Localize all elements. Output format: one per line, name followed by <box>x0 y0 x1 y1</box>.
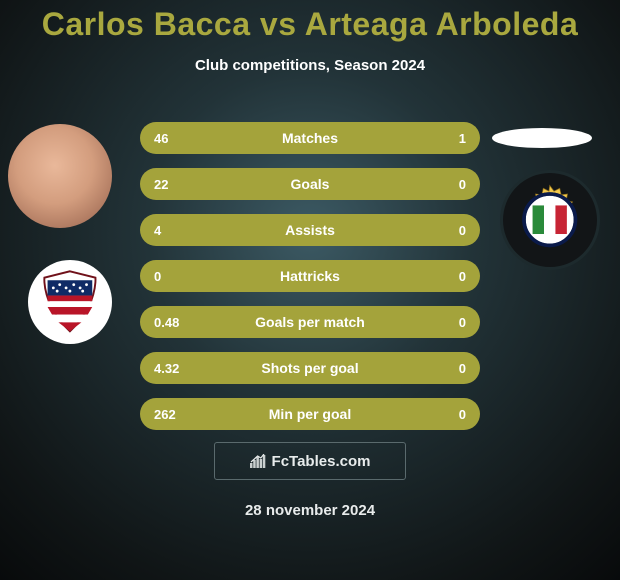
stat-right-value: 0 <box>459 223 466 238</box>
stat-row: 262 Min per goal 0 <box>140 398 480 430</box>
stat-row: 4.32 Shots per goal 0 <box>140 352 480 384</box>
branding-text: FcTables.com <box>272 453 371 470</box>
stat-label: Assists <box>140 222 480 238</box>
player-left-photo <box>8 124 112 228</box>
stat-left-value: 262 <box>154 407 176 422</box>
stat-right-value: 0 <box>459 177 466 192</box>
page-title: Carlos Bacca vs Arteaga Arboleda <box>0 0 620 43</box>
stat-right-value: 0 <box>459 361 466 376</box>
stats-table: 46 Matches 1 22 Goals 0 4 Assists 0 0 Ha… <box>140 122 480 430</box>
page-subtitle: Club competitions, Season 2024 <box>0 57 620 74</box>
stat-label: Hattricks <box>140 268 480 284</box>
player-left-club-crest <box>28 260 112 344</box>
stat-right-value: 1 <box>459 131 466 146</box>
branding-box[interactable]: FcTables.com <box>214 442 406 480</box>
stat-left-value: 0.48 <box>154 315 179 330</box>
stat-label: Shots per goal <box>140 360 480 376</box>
stat-label: Goals <box>140 176 480 192</box>
stat-right-value: 0 <box>459 407 466 422</box>
stat-left-value: 4.32 <box>154 361 179 376</box>
stat-right-value: 0 <box>459 269 466 284</box>
junior-crest-icon <box>38 270 102 334</box>
stat-row: 46 Matches 1 <box>140 122 480 154</box>
stat-row: 0.48 Goals per match 0 <box>140 306 480 338</box>
stat-left-value: 0 <box>154 269 161 284</box>
stat-row: 4 Assists 0 <box>140 214 480 246</box>
player-right-club-crest <box>500 170 600 270</box>
stat-label: Min per goal <box>140 406 480 422</box>
stat-label: Matches <box>140 130 480 146</box>
stat-left-value: 4 <box>154 223 161 238</box>
stat-left-value: 22 <box>154 177 168 192</box>
chart-icon <box>250 454 266 468</box>
stat-row: 0 Hattricks 0 <box>140 260 480 292</box>
stat-row: 22 Goals 0 <box>140 168 480 200</box>
stat-label: Goals per match <box>140 314 480 330</box>
once-caldas-crest-icon <box>514 184 585 255</box>
stat-left-value: 46 <box>154 131 168 146</box>
player-right-photo <box>492 128 592 148</box>
page-date: 28 november 2024 <box>245 502 375 519</box>
stat-right-value: 0 <box>459 315 466 330</box>
